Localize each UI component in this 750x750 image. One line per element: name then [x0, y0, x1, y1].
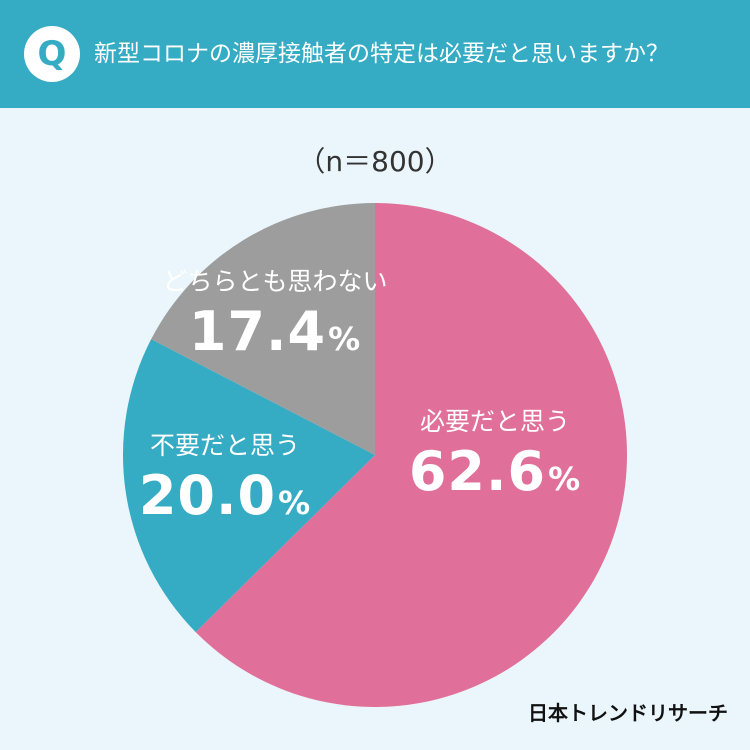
pie-slice-0 [195, 203, 627, 707]
slice-value-necessary: 62.6% [400, 440, 590, 503]
slice-label-neither: どちらとも思わない [162, 267, 388, 296]
question-header: Q 新型コロナの濃厚接触者の特定は必要だと思いますか？ [0, 0, 750, 108]
slice-value-unit: % [548, 460, 582, 498]
slice-value-number: 20.0 [138, 464, 277, 527]
slice-value-unit: % [328, 320, 362, 358]
sample-size-label: （n＝800） [297, 145, 453, 178]
slice-value-neither: 17.4% [180, 300, 370, 363]
question-text: 新型コロナの濃厚接触者の特定は必要だと思いますか？ [94, 41, 669, 67]
slice-value-number: 62.6 [408, 440, 547, 503]
slice-value-number: 17.4 [188, 300, 327, 363]
pie-slice-2 [151, 203, 375, 455]
slice-value-unit: % [278, 484, 312, 522]
slice-label-necessary: 必要だと思う [419, 407, 570, 436]
brand-logo: 日本トレンドリサーチ [528, 701, 728, 725]
question-badge-icon: Q [24, 26, 80, 82]
slice-label-unnecessary: 不要だと思う [149, 431, 300, 460]
pie-slice-1 [123, 339, 375, 633]
slice-value-unnecessary: 20.0% [130, 464, 320, 527]
